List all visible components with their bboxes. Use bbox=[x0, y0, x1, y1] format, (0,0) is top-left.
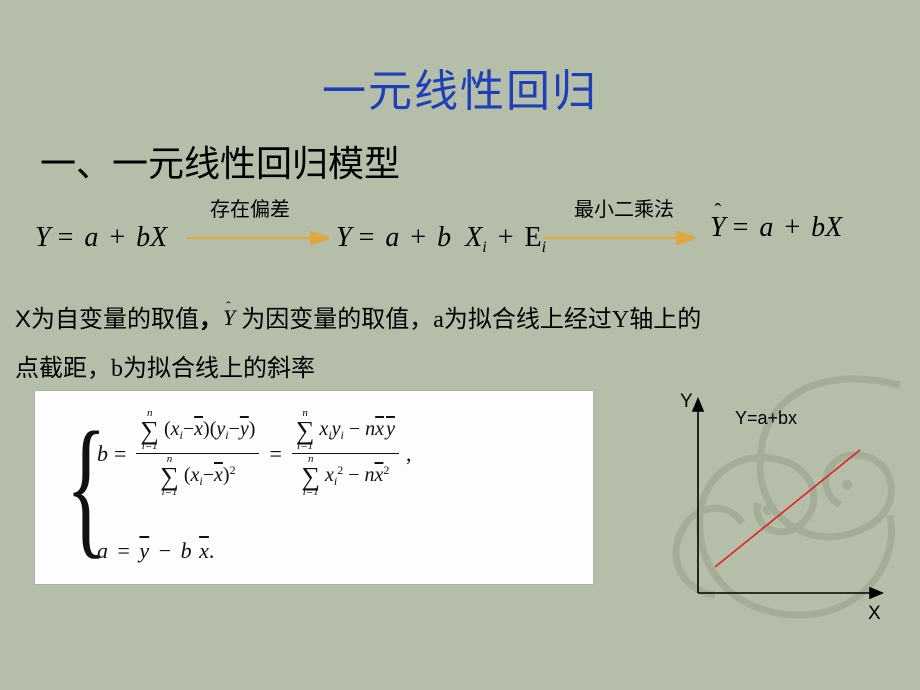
eq2-E: E bbox=[525, 222, 542, 253]
eq3-a: a bbox=[759, 212, 773, 243]
eq2-i1: i bbox=[482, 239, 486, 256]
chart-y-label: Y bbox=[680, 391, 693, 413]
eq1-X: X bbox=[150, 222, 167, 253]
description-text: X为自变量的取值，ˆY 为因变量的取值，a为拟合线上经过Y轴上的 点截距，b为拟… bbox=[15, 295, 895, 394]
eq1-a: a bbox=[84, 222, 98, 253]
chart-svg bbox=[660, 395, 890, 630]
eq2-X: X bbox=[465, 222, 482, 253]
slide: 一元线性回归 一、一元线性回归模型 存在偏差 最小二乘法 Y = a + bX … bbox=[0, 0, 920, 690]
fm-a: a bbox=[97, 538, 108, 563]
fm-frac2: n ∑ i=1 xiyi − nxy n ∑ i=1 xi2 − nx2 bbox=[292, 409, 399, 498]
eq2-plus1: + bbox=[406, 222, 430, 253]
fm-b: b bbox=[97, 441, 108, 467]
arrow2-label: 最小二乘法 bbox=[574, 193, 674, 222]
eq3-equals: = bbox=[733, 212, 760, 243]
fm-a-ybar: y bbox=[139, 538, 149, 563]
slide-title: 一元线性回归 bbox=[0, 55, 920, 119]
formula-box: { b = n ∑ i=1 (xi−x)(yi−y) n ∑ bbox=[34, 390, 594, 585]
eq3-plus: + bbox=[780, 212, 804, 243]
fm-sum1: n ∑ i=1 bbox=[140, 409, 159, 452]
desc-comma: ， bbox=[199, 306, 223, 333]
fm-a-b: b bbox=[181, 538, 192, 563]
desc-p1b: 为因变量的取值，a为拟合线上经过Y轴上的 bbox=[235, 307, 701, 333]
fm-eq1: = bbox=[114, 441, 126, 467]
fm-a-xbar: x bbox=[199, 538, 209, 563]
desc-yhat-hat: ˆ bbox=[226, 294, 231, 323]
desc-yhat: ˆY bbox=[223, 305, 235, 330]
fm-eq2: = bbox=[269, 441, 281, 467]
arrow1-label: 存在偏差 bbox=[210, 193, 290, 222]
eq1-plus: + bbox=[105, 222, 129, 253]
eq3-hat: ˆ bbox=[714, 200, 721, 223]
equation-basic: Y = a + bX bbox=[35, 222, 167, 254]
regression-chart: Y X Y=a+bx bbox=[660, 395, 890, 630]
chart-line-label: Y=a+bx bbox=[735, 408, 797, 429]
equation-error: Y = a + b Xi + Ei bbox=[336, 222, 546, 257]
fm-frac1: n ∑ i=1 (xi−x)(yi−y) n ∑ i=1 (xi−x)2 bbox=[136, 409, 259, 498]
desc-p1a: X为自变量的取值 bbox=[15, 306, 199, 333]
chart-x-label: X bbox=[868, 603, 881, 625]
eq1-b: b bbox=[136, 222, 150, 253]
desc-p2: 点截距，b为拟合线上的斜率 bbox=[15, 356, 315, 382]
fm-sum4: n ∑ i=1 bbox=[301, 455, 320, 498]
eq3-b: b bbox=[811, 212, 825, 243]
fm-comma: , bbox=[406, 441, 412, 467]
arrow-1 bbox=[187, 231, 329, 245]
eq2-plus2: + bbox=[494, 222, 518, 253]
eq3-X: X bbox=[825, 212, 842, 243]
eq2-equals: = bbox=[359, 222, 386, 253]
section-heading: 一、一元线性回归模型 bbox=[40, 135, 400, 187]
formula-b-row: b = n ∑ i=1 (xi−x)(yi−y) n ∑ i=1 bbox=[97, 409, 411, 498]
eq3-yhat: ˆ Y bbox=[710, 212, 726, 244]
formula-a-row: a = y − b x. bbox=[97, 538, 214, 564]
eq1-Y: Y bbox=[35, 222, 51, 253]
eq1-equals: = bbox=[58, 222, 85, 253]
eq2-a: a bbox=[385, 222, 399, 253]
fm-sum2: n ∑ i=1 bbox=[160, 455, 179, 498]
eq2-b: b bbox=[437, 222, 451, 253]
fm-a-dot: . bbox=[209, 538, 215, 563]
eq2-Y: Y bbox=[336, 222, 352, 253]
fm-a-eq: = bbox=[118, 538, 130, 563]
arrow-2 bbox=[543, 231, 695, 245]
fm-sum3: n ∑ i=1 bbox=[296, 409, 315, 452]
fm-a-minus: − bbox=[159, 538, 171, 563]
equation-fit: ˆ Y = a + bX bbox=[710, 212, 842, 244]
